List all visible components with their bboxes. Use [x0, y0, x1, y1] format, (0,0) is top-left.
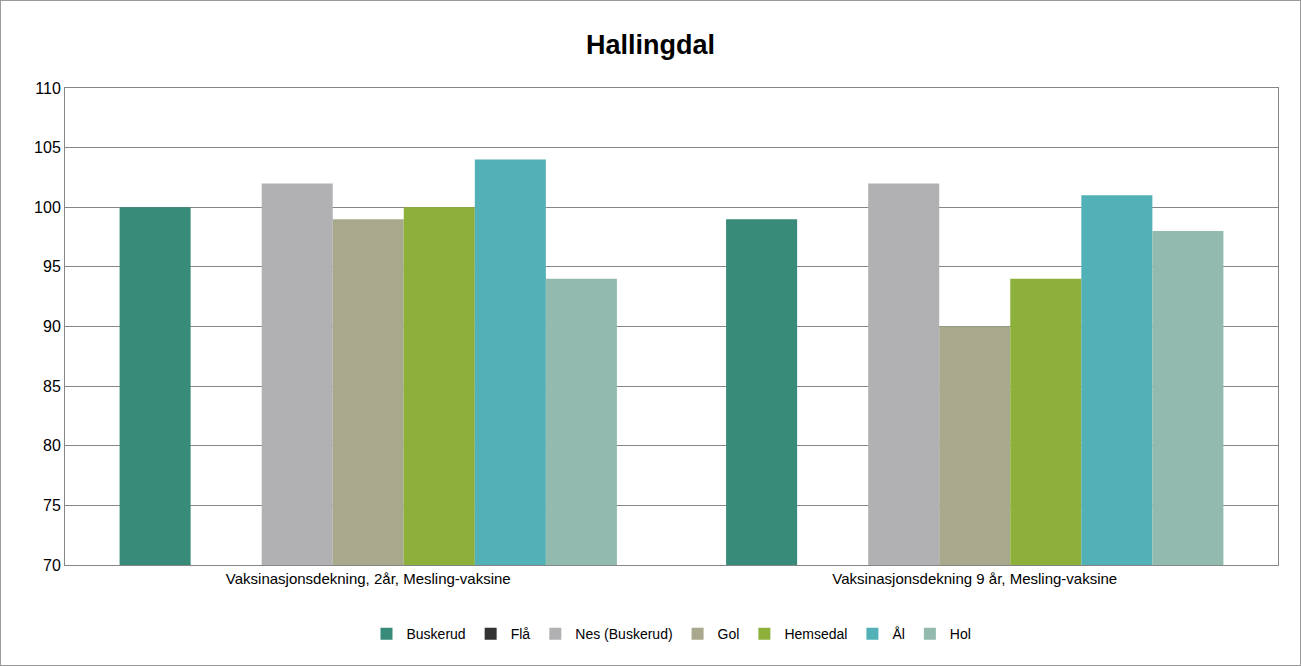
svg-text:110: 110 — [35, 80, 61, 97]
svg-text:Hallingdal: Hallingdal — [586, 30, 715, 60]
svg-text:Vaksinasjonsdekning, 2år, Mesl: Vaksinasjonsdekning, 2år, Mesling-vaksin… — [226, 570, 511, 587]
svg-text:Ål: Ål — [892, 626, 904, 642]
svg-text:Buskerud: Buskerud — [407, 626, 466, 642]
svg-text:105: 105 — [34, 139, 61, 156]
svg-text:85: 85 — [43, 378, 61, 395]
svg-text:Gol: Gol — [718, 626, 740, 642]
svg-text:Flå: Flå — [511, 626, 531, 642]
svg-text:90: 90 — [43, 318, 61, 335]
svg-text:Hol: Hol — [950, 626, 971, 642]
svg-text:75: 75 — [43, 497, 61, 514]
svg-text:95: 95 — [43, 258, 61, 275]
svg-text:70: 70 — [43, 557, 61, 574]
svg-text:100: 100 — [34, 199, 61, 216]
svg-text:80: 80 — [43, 437, 61, 454]
svg-text:Vaksinasjonsdekning 9 år, Mesl: Vaksinasjonsdekning 9 år, Mesling-vaksin… — [832, 570, 1117, 587]
svg-text:Hemsedal: Hemsedal — [784, 626, 847, 642]
svg-text:Nes (Buskerud): Nes (Buskerud) — [575, 626, 672, 642]
